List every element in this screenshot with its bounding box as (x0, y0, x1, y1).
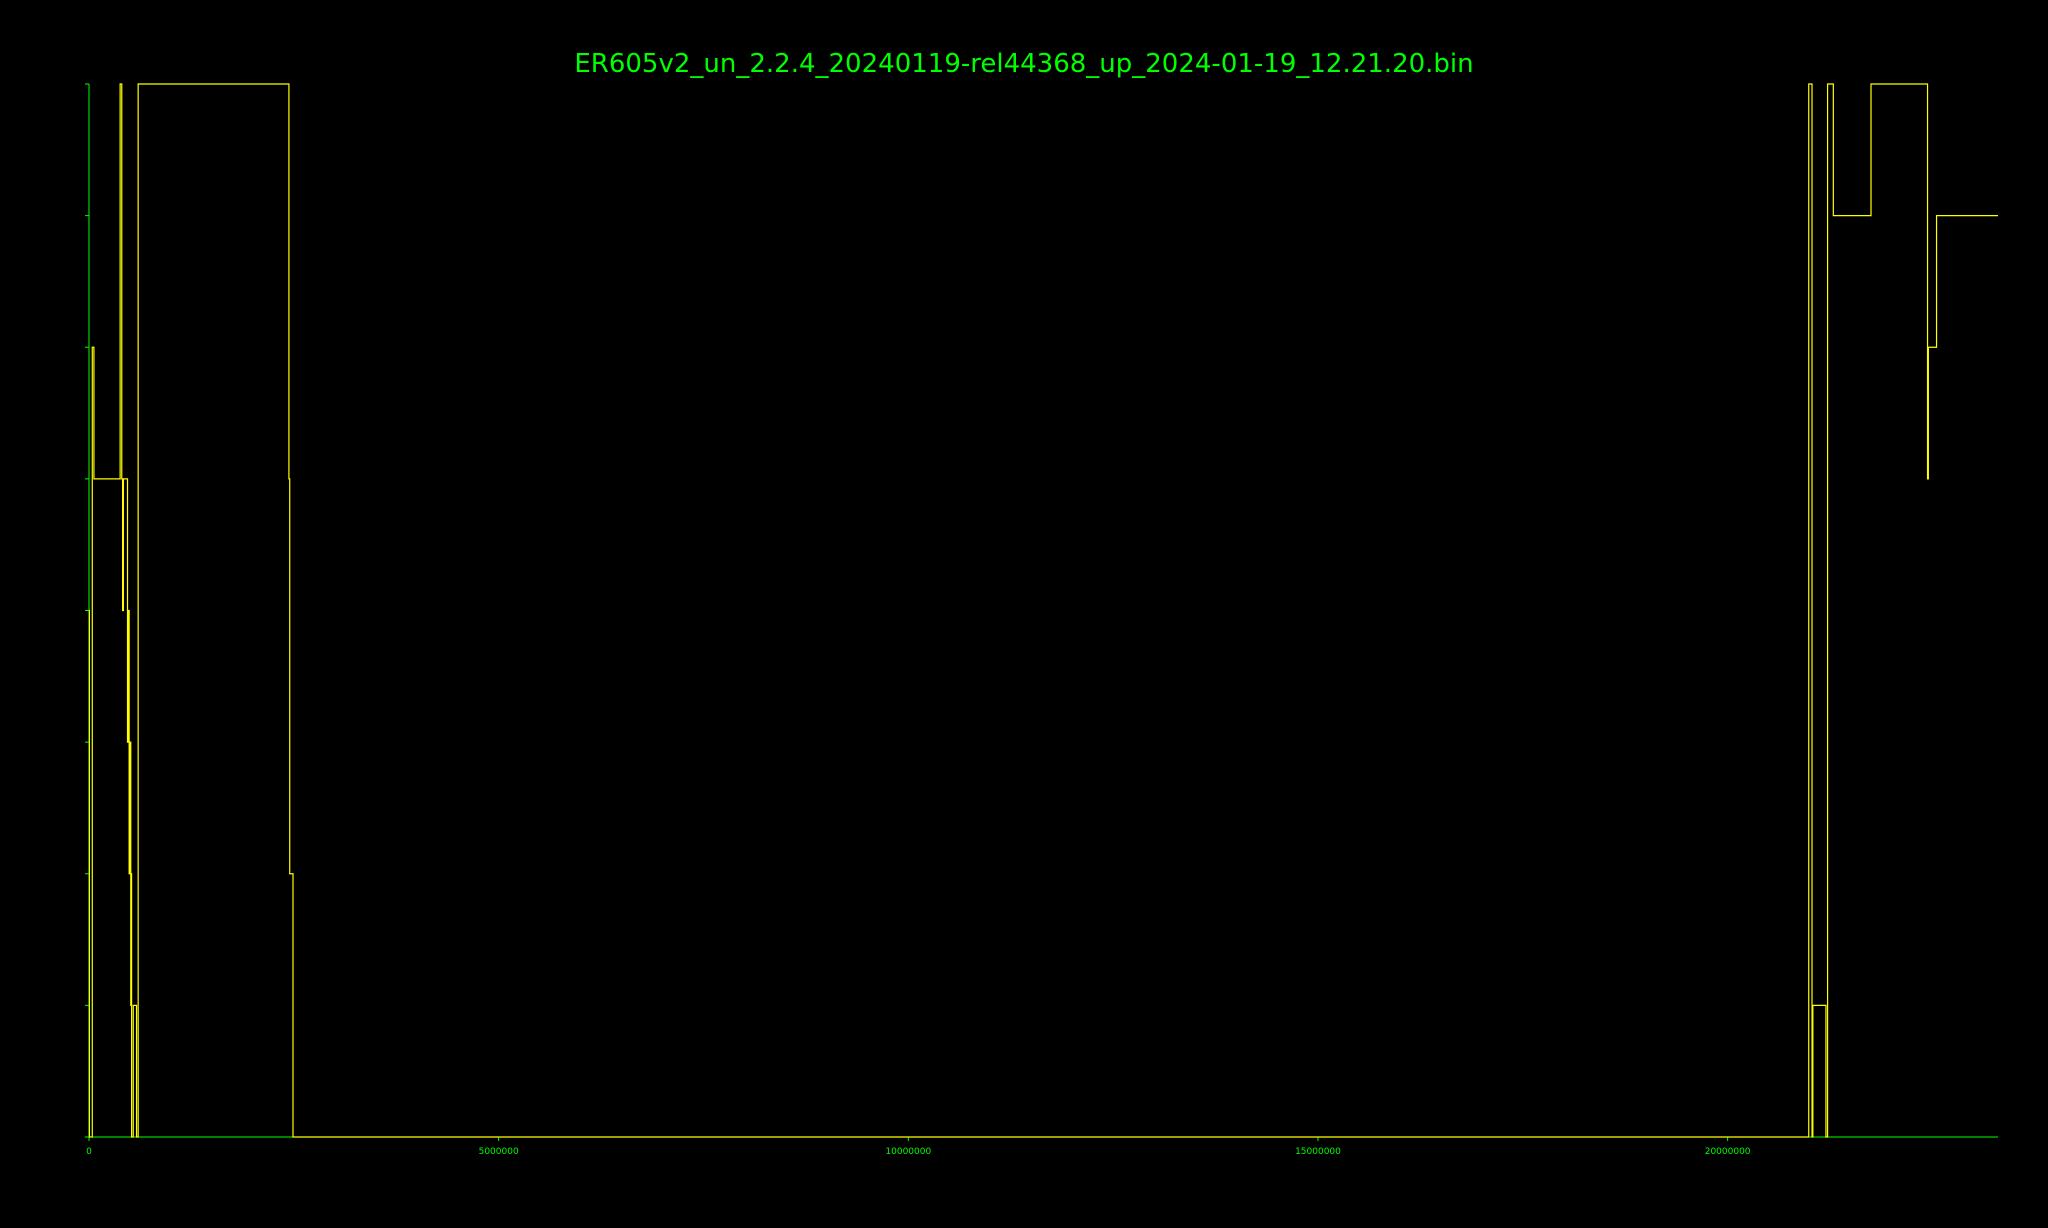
x-tick-label-4: 20000000 (1705, 1147, 1751, 1157)
chart-title: ER605v2_un_2.2.4_20240119-rel44368_up_20… (574, 49, 1474, 79)
x-tick-label-2: 10000000 (885, 1147, 931, 1157)
x-tick-label-3: 15000000 (1295, 1147, 1341, 1157)
series-line-0 (88, 83, 1998, 1138)
x-tick-label-0: 0 (86, 1147, 92, 1157)
x-tick-label-1: 5000000 (479, 1147, 519, 1157)
